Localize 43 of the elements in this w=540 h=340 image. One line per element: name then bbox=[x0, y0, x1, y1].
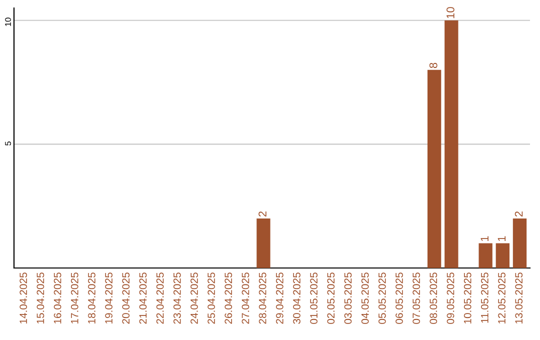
bar bbox=[478, 243, 492, 268]
x-tick-label: 21.04.2025 bbox=[139, 272, 147, 324]
x-tick-label: 07.05.2025 bbox=[412, 272, 420, 324]
x-tick-label: 24.04.2025 bbox=[190, 272, 198, 324]
x-tick-label: 14.04.2025 bbox=[20, 272, 28, 324]
x-tick-label: 18.04.2025 bbox=[88, 272, 96, 324]
data-label: 1 bbox=[480, 236, 488, 241]
x-tick-label: 16.04.2025 bbox=[54, 272, 62, 324]
x-tick-label: 01.05.2025 bbox=[310, 272, 318, 324]
data-label: 2 bbox=[258, 211, 266, 217]
x-tick-label: 19.04.2025 bbox=[105, 272, 112, 324]
x-tick-label: 02.05.2025 bbox=[327, 272, 335, 324]
x-tick-label: 06.05.2025 bbox=[396, 272, 403, 324]
x-tick-label: 09.05.2025 bbox=[446, 272, 454, 324]
x-tick-label: 11.05.2025 bbox=[480, 272, 488, 323]
x-tick-label: 28.04.2025 bbox=[258, 272, 266, 324]
x-tick-label: 04.05.2025 bbox=[361, 272, 369, 324]
bar bbox=[427, 70, 442, 268]
data-label: 1 bbox=[498, 236, 506, 241]
x-tick-label: 15.04.2025 bbox=[36, 272, 44, 324]
x-tick-label: 05.05.2025 bbox=[378, 272, 386, 324]
x-tick-label: 26.04.2025 bbox=[224, 272, 232, 324]
x-tick-label: 23.04.2025 bbox=[173, 272, 181, 324]
x-tick-label: 30.04.2025 bbox=[293, 272, 300, 324]
bar bbox=[256, 218, 270, 268]
x-tick-label: 20.04.2025 bbox=[122, 272, 130, 324]
x-tick-label: 03.05.2025 bbox=[344, 272, 352, 324]
bar bbox=[512, 218, 527, 268]
x-tick-label: 29.04.2025 bbox=[276, 272, 284, 324]
x-tick-label: 10.05.2025 bbox=[464, 272, 472, 324]
x-tick-label: 27.04.2025 bbox=[242, 272, 250, 324]
bar bbox=[496, 243, 510, 268]
x-tick-label: 12.05.2025 bbox=[498, 272, 506, 324]
x-tick-label: 25.04.2025 bbox=[208, 272, 215, 324]
data-label: 2 bbox=[514, 211, 523, 217]
x-tick-label: 08.05.2025 bbox=[430, 272, 438, 324]
data-label: 10 bbox=[446, 7, 454, 18]
y-tick-label: 5 bbox=[5, 142, 11, 146]
data-label: 8 bbox=[429, 62, 438, 68]
x-tick-label: 13.05.2025 bbox=[515, 272, 523, 324]
x-tick-label: 17.04.2025 bbox=[70, 272, 78, 324]
x-tick-label: 22.04.2025 bbox=[156, 272, 164, 324]
bar bbox=[444, 20, 458, 268]
